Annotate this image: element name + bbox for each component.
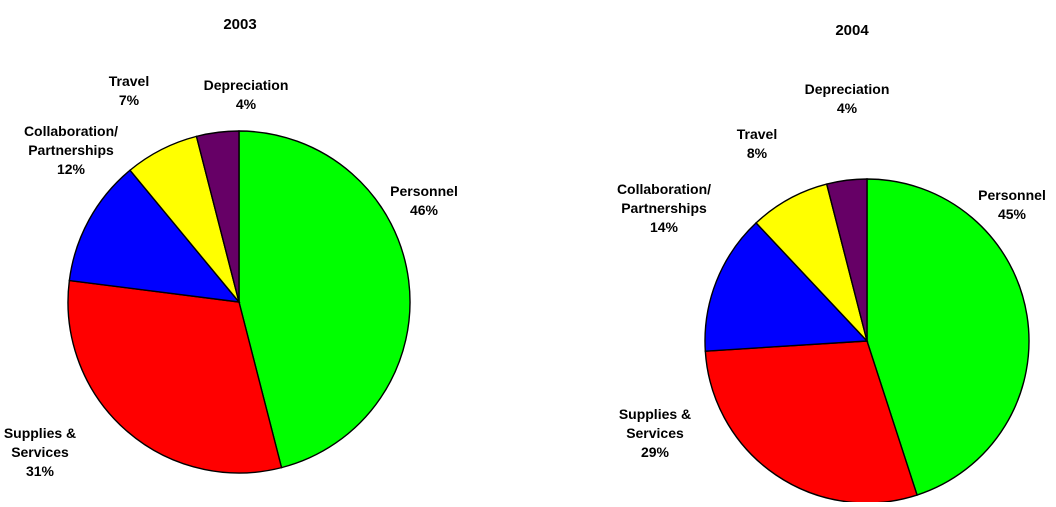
data-label-line: Personnel [978,187,1046,203]
data-label-line: 45% [998,206,1027,222]
data-label-line: 29% [641,444,670,460]
data-label-line: Services [11,444,69,460]
data-label-line: 14% [650,219,679,235]
data-label-line: Depreciation [204,77,289,93]
data-label-line: Personnel [390,183,458,199]
pie-slice-depreciation [195,130,240,303]
pie-slice-supplies-services [67,279,283,474]
data-label-line: 46% [410,202,439,218]
chart-title: 2003 [223,16,256,33]
data-label-supplies-services: Supplies & Services 29% [619,406,691,460]
data-label-line: Travel [737,126,777,142]
chart-title: 2004 [835,22,869,39]
data-label-collaboration-partnerships: Collaboration/Partnerships 12% [24,123,118,177]
pie-slice-personnel [238,130,411,469]
data-label-depreciation: Depreciation 4% [805,81,890,116]
data-label-line: 31% [26,463,55,479]
pie-chart-2003: 2003 Personnel 46% Supplies & Services 31% Col… [4,16,458,479]
data-label-supplies-services: Supplies & Services 31% [4,425,76,479]
data-label-line: Partnerships [621,200,707,216]
pie-slice-collaboration-partnerships [68,169,241,303]
data-label-line: Collaboration/ [617,181,711,197]
data-label-collaboration-partnerships: Collaboration/Partnerships 14% [617,181,711,235]
data-label-line: Services [626,425,684,441]
data-label-travel: Travel 8% [737,126,777,161]
data-label-depreciation: Depreciation 4% [204,77,289,112]
data-label-line: 12% [57,161,86,177]
data-label-line: Supplies & [4,425,76,441]
data-label-line: Depreciation [805,81,890,97]
pie-chart-2004: 2004 Personnel 45% Supplies & Services 29% Col… [617,22,1046,504]
pie-slice-personnel [866,178,1030,496]
data-label-personnel: Personnel 45% [978,187,1046,222]
data-label-line: 4% [837,100,858,116]
data-label-line: Travel [109,73,149,89]
data-label-line: Collaboration/ [24,123,118,139]
data-label-line: 7% [119,92,140,108]
data-label-line: 8% [747,145,768,161]
data-label-travel: Travel 7% [109,73,149,108]
pie-slice-depreciation [825,178,868,342]
data-label-line: Partnerships [28,142,114,158]
pie-slice-collaboration-partnerships [704,221,869,352]
data-label-personnel: Personnel 46% [390,183,458,218]
data-label-line: Supplies & [619,406,691,422]
data-label-line: 4% [236,96,257,112]
